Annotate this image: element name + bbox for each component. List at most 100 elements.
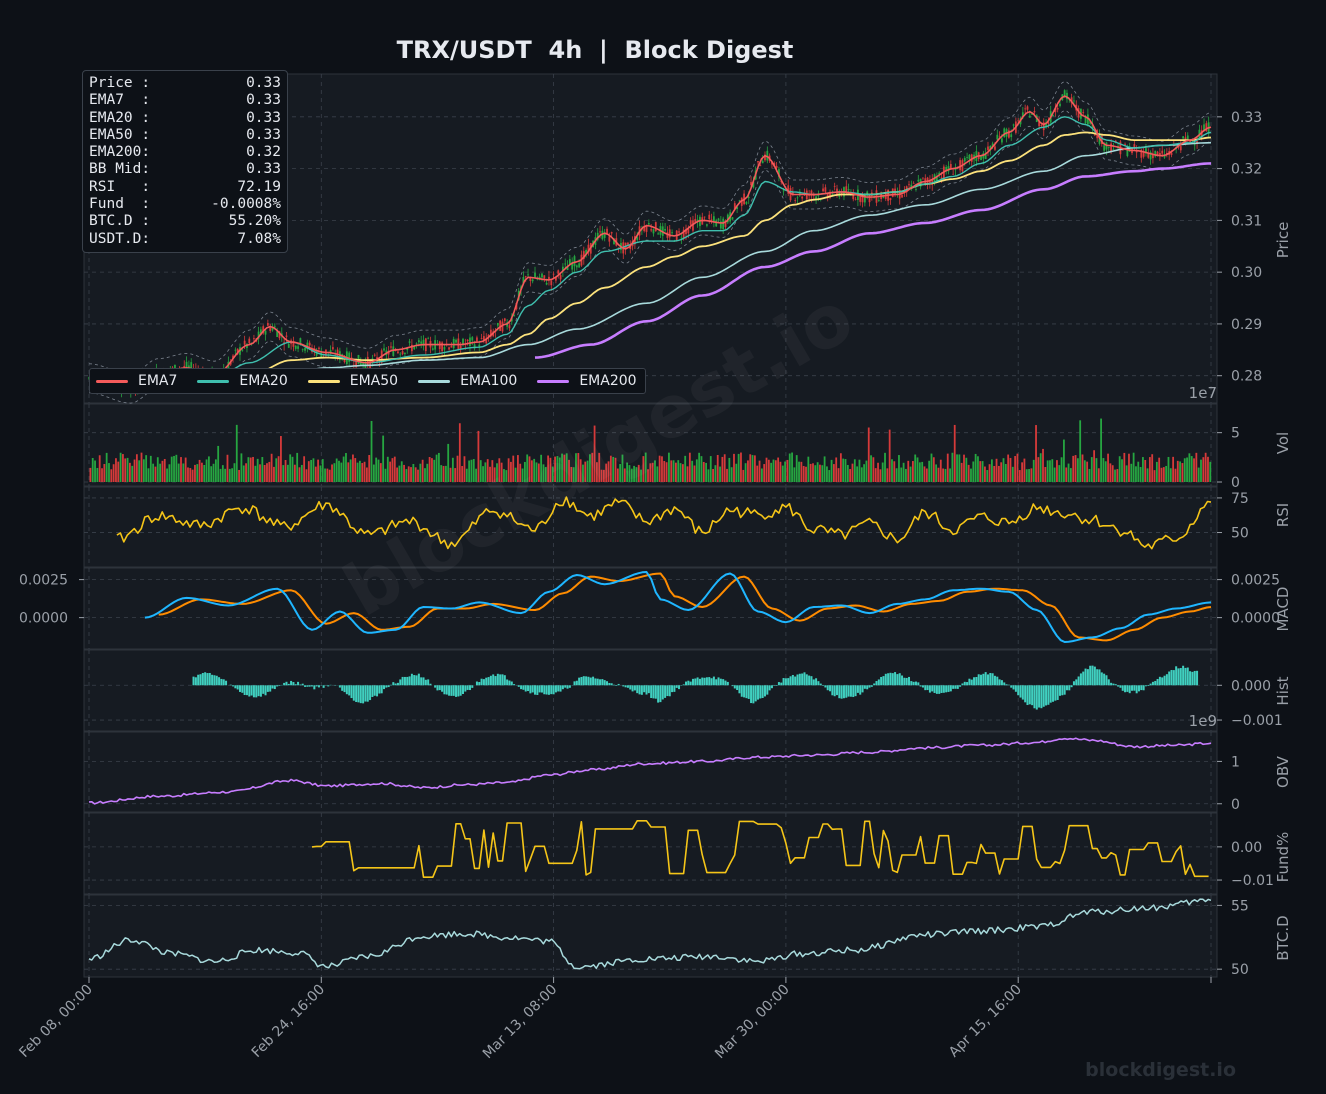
- hist-bar: [1056, 685, 1059, 700]
- volume-bar: [533, 458, 536, 482]
- candle-body: [877, 200, 880, 202]
- hist-bar: [322, 685, 325, 688]
- volume-bar: [510, 461, 512, 482]
- hist-bar: [596, 678, 599, 686]
- hist-bar: [192, 676, 195, 686]
- volume-bar: [475, 468, 477, 482]
- hist-bar: [1010, 685, 1013, 688]
- candle-body: [796, 197, 799, 199]
- candle-body: [989, 145, 992, 150]
- hist-bar: [369, 685, 372, 701]
- volume-bar: [858, 459, 861, 482]
- hist-bar: [1147, 685, 1150, 686]
- hist-bar: [1131, 685, 1134, 691]
- hist-bar: [201, 672, 204, 686]
- candle-body: [1158, 152, 1161, 155]
- volume-bar: [542, 464, 545, 482]
- hist-bar: [998, 679, 1001, 686]
- volume-bar: [342, 456, 345, 482]
- volume-bar: [1132, 452, 1135, 482]
- legend-item-ema7: EMA7: [96, 373, 177, 389]
- hist-bar: [578, 677, 581, 686]
- hist-bar: [222, 679, 225, 686]
- volume-bar: [280, 436, 282, 482]
- volume-bar: [744, 463, 747, 482]
- candle-body: [522, 277, 525, 284]
- volume-bar: [482, 466, 484, 482]
- volume-bar: [946, 453, 949, 482]
- volume-bar: [1046, 460, 1049, 482]
- volume-bar: [375, 457, 378, 482]
- hist-bar: [1149, 683, 1152, 686]
- candle-body: [1133, 144, 1136, 148]
- volume-bar: [240, 453, 243, 482]
- candle-body: [538, 276, 541, 280]
- hist-bar: [775, 685, 778, 686]
- volume-bar: [307, 461, 310, 482]
- volume-bar: [846, 464, 849, 482]
- volume-bar: [96, 467, 99, 482]
- candle-body: [1205, 123, 1208, 132]
- volume-bar: [91, 458, 94, 482]
- hist-bar: [403, 676, 406, 686]
- volume-bar: [691, 460, 694, 482]
- volume-bar: [256, 458, 259, 482]
- ytick-label-obv-1: 1: [1231, 754, 1240, 770]
- volume-bar: [884, 452, 886, 482]
- candle-body: [266, 323, 269, 326]
- hist-bar: [1065, 685, 1068, 691]
- hist-bar: [1082, 671, 1085, 686]
- hist-bar: [1151, 681, 1154, 686]
- volume-bar: [377, 459, 380, 482]
- volume-bar: [214, 459, 217, 482]
- hist-bar: [1103, 673, 1106, 686]
- hist-bar: [406, 676, 409, 686]
- volume-bar: [1074, 455, 1077, 482]
- hist-bar: [626, 685, 629, 688]
- volume-bar: [210, 466, 213, 482]
- hist-bar: [510, 681, 513, 686]
- hist-bar: [891, 673, 894, 686]
- candle-body: [248, 338, 251, 344]
- candle-body: [1066, 92, 1068, 100]
- candle-body: [1179, 146, 1182, 151]
- volume-bar: [830, 459, 833, 482]
- hist-bar: [313, 685, 316, 690]
- volume-bar: [575, 453, 577, 482]
- hist-bar: [654, 685, 657, 699]
- volume-bar: [640, 469, 642, 482]
- volume-bar: [600, 469, 603, 482]
- hist-bar: [940, 685, 943, 693]
- info-row-ema200: EMA200: 0.32: [89, 144, 281, 161]
- hist-bar: [1072, 681, 1075, 686]
- xtick-label-0: Feb 08, 00:00: [16, 982, 95, 1061]
- hist-bar: [543, 685, 546, 695]
- volume-bar: [370, 420, 373, 482]
- hist-bar: [327, 685, 330, 687]
- volume-bar: [1104, 461, 1107, 482]
- candle-body: [1156, 151, 1159, 155]
- candle-body: [1028, 115, 1031, 118]
- hist-bar: [238, 685, 241, 692]
- volume-bar: [895, 468, 898, 482]
- candle-body: [390, 346, 392, 348]
- hist-bar: [218, 677, 221, 686]
- candle-body: [297, 346, 299, 349]
- candle-body: [373, 354, 376, 356]
- volume-bar: [477, 430, 480, 482]
- candle-body: [243, 340, 246, 345]
- hist-bar: [496, 673, 499, 686]
- hist-bar: [355, 685, 358, 702]
- ema-line-ema7: [88, 95, 1212, 390]
- candle-body: [652, 229, 655, 234]
- volume-bar: [303, 456, 306, 482]
- volume-bar: [335, 458, 338, 482]
- volume-bar: [621, 454, 624, 482]
- info-row-usdt-d: USDT.D: 7.08%: [89, 230, 281, 247]
- hist-bar: [1161, 677, 1164, 686]
- bollinger-upper: [88, 81, 1212, 375]
- ylabel-funding: Fund%: [1274, 832, 1292, 883]
- scale-label-obv: 1e9: [1189, 712, 1217, 730]
- volume-bar: [152, 463, 155, 482]
- volume-bar: [988, 464, 991, 482]
